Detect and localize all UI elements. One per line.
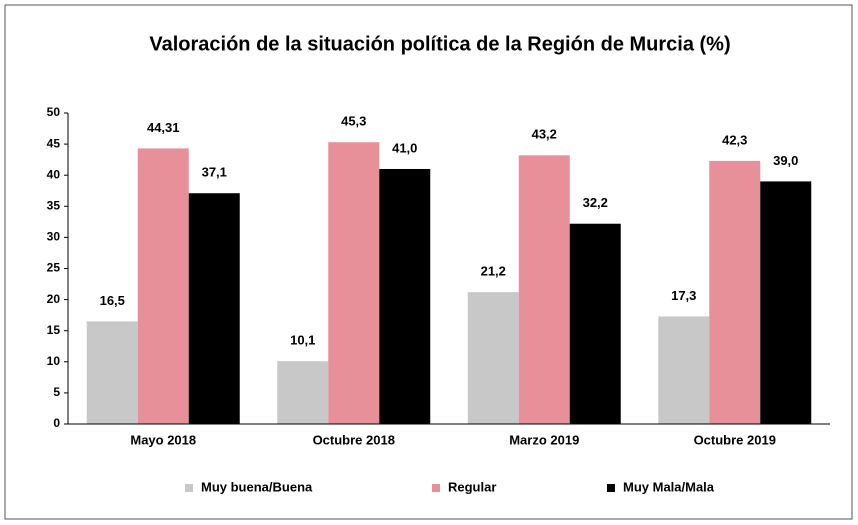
y-tick-label: 30 <box>47 230 61 244</box>
x-tick-label: Marzo 2019 <box>509 432 579 447</box>
legend-swatch <box>432 484 440 492</box>
y-tick-label: 15 <box>47 323 61 337</box>
bar <box>379 168 431 424</box>
value-label: 32,2 <box>583 195 608 210</box>
bar <box>709 160 761 425</box>
y-tick-label: 45 <box>47 136 61 150</box>
y-tick-label: 25 <box>47 261 61 275</box>
value-label: 37,1 <box>202 165 227 180</box>
legend-label: Regular <box>448 479 496 494</box>
bar <box>467 292 519 424</box>
y-tick-label: 40 <box>47 167 61 181</box>
bar <box>760 181 812 424</box>
y-tick-label: 20 <box>47 292 61 306</box>
value-label: 45,3 <box>341 114 366 129</box>
bar <box>86 321 138 424</box>
bar <box>658 316 710 424</box>
bar <box>137 148 189 425</box>
value-label: 21,2 <box>481 264 506 279</box>
x-tick-label: Octubre 2019 <box>694 432 776 447</box>
bar <box>188 193 240 424</box>
y-tick-label: 5 <box>53 385 60 399</box>
value-label: 16,5 <box>100 293 125 308</box>
chart-title: Valoración de la situación política de l… <box>149 33 730 55</box>
value-label: 42,3 <box>722 132 747 147</box>
y-tick-label: 35 <box>47 198 61 212</box>
value-label: 17,3 <box>671 288 696 303</box>
bar <box>277 361 329 424</box>
value-label: 10,1 <box>290 333 315 348</box>
bar <box>518 155 570 424</box>
legend-label: Muy buena/Buena <box>201 479 313 494</box>
y-tick-label: 50 <box>47 105 61 119</box>
x-tick-label: Octubre 2018 <box>313 432 395 447</box>
legend-swatch <box>185 484 193 492</box>
value-label: 39,0 <box>773 153 798 168</box>
legend-label: Muy Mala/Mala <box>623 479 715 494</box>
value-label: 43,2 <box>532 127 557 142</box>
bar <box>569 223 621 424</box>
y-tick-label: 0 <box>53 416 60 430</box>
value-label: 44,31 <box>147 120 180 135</box>
x-tick-label: Mayo 2018 <box>130 432 196 447</box>
bar <box>328 142 380 424</box>
legend-swatch <box>607 484 615 492</box>
y-tick-label: 10 <box>47 354 61 368</box>
value-label: 41,0 <box>392 140 417 155</box>
